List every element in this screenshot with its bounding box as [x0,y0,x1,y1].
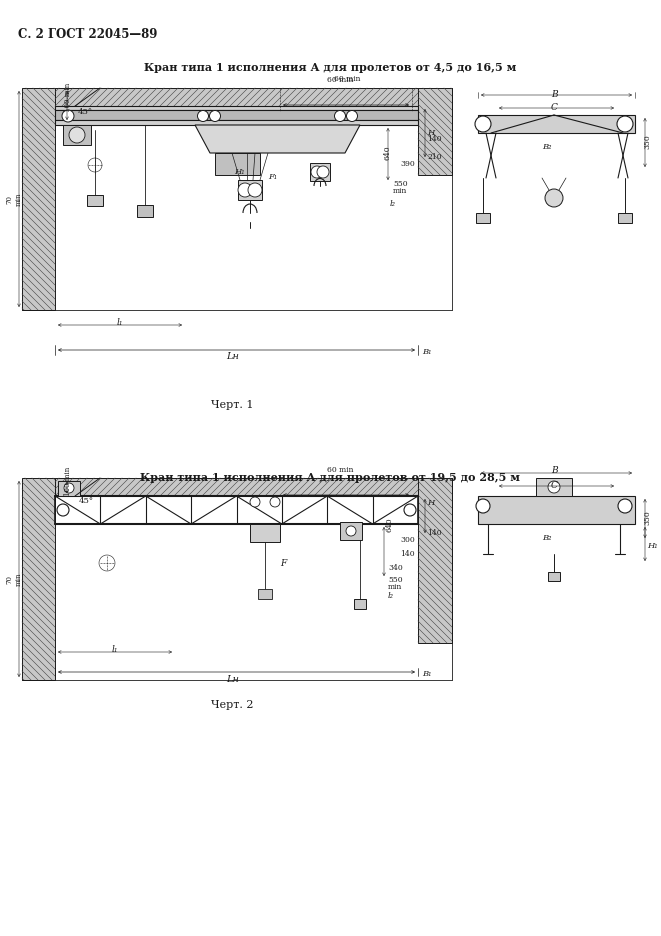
Text: 640: 640 [383,146,391,160]
Text: 140: 140 [400,550,414,558]
Bar [478,496,635,524]
Text: l₁: l₁ [117,318,123,327]
Text: 100 min: 100 min [64,82,72,111]
Circle shape [64,483,74,493]
Text: F: F [280,559,286,568]
Text: H: H [427,499,434,507]
Text: B₁: B₁ [422,670,432,678]
Text: 300: 300 [400,536,414,544]
Text: 550: 550 [388,576,403,584]
Bar [354,599,366,609]
Text: 140: 140 [427,135,442,143]
Text: 45°: 45° [79,497,94,505]
Text: Lн: Lн [226,352,239,361]
Text: 70
min: 70 min [5,572,22,586]
Text: Кран типа 1 исполнения А для пролетов от 4,5 до 16,5 м: Кран типа 1 исполнения А для пролетов от… [144,62,516,73]
Text: 70
min: 70 min [5,192,22,206]
Bar [215,153,260,175]
Text: H: H [427,129,434,137]
Text: Lн: Lн [226,675,239,684]
Text: C: C [551,103,557,112]
Circle shape [69,127,85,143]
Circle shape [311,166,323,178]
Circle shape [476,499,490,513]
Circle shape [346,110,358,122]
Bar [63,125,91,145]
Circle shape [238,183,252,197]
Text: 60 min: 60 min [327,466,353,474]
Bar [22,478,55,680]
Text: 340: 340 [388,564,403,572]
Bar [137,205,153,217]
Bar [250,524,280,542]
Text: 100 min: 100 min [64,466,72,496]
Bar [340,522,362,540]
Circle shape [548,481,560,493]
Bar [476,213,490,223]
Text: 550: 550 [393,180,408,188]
Text: 45°: 45° [78,108,93,116]
Circle shape [270,497,280,507]
Text: 350: 350 [643,511,651,525]
Circle shape [248,183,262,197]
Text: min: min [393,187,407,195]
Bar [238,180,262,200]
Bar [58,481,80,496]
Bar [548,572,560,581]
Text: B₂: B₂ [542,143,551,151]
Circle shape [198,110,208,122]
Bar [55,478,418,496]
Circle shape [404,504,416,516]
Text: l₂: l₂ [388,592,394,600]
Text: Кран типа 1 исполнения А для пролетов от 19,5 до 28,5 м: Кран типа 1 исполнения А для пролетов от… [140,472,520,483]
Bar [55,110,418,120]
Text: Черт. 1: Черт. 1 [211,400,253,410]
Bar [418,88,452,175]
Circle shape [346,526,356,536]
Circle shape [545,189,563,207]
Circle shape [250,497,260,507]
Circle shape [62,110,74,122]
Text: C: C [551,481,557,490]
Text: min: min [388,583,403,591]
Text: 60 min: 60 min [334,75,360,83]
Circle shape [210,110,221,122]
Text: 350: 350 [643,135,651,150]
Text: 60 min: 60 min [327,76,353,84]
Text: 210: 210 [427,153,442,161]
Bar [55,88,418,106]
Bar [536,478,572,496]
Text: H₁: H₁ [234,168,245,176]
Text: B: B [551,90,557,99]
Text: 390: 390 [400,160,414,168]
Bar [55,106,418,110]
Bar [310,163,330,181]
Polygon shape [195,125,360,153]
Bar [22,88,55,310]
Circle shape [618,499,632,513]
Text: B: B [551,466,557,475]
Bar [55,120,418,125]
Text: H₁: H₁ [647,542,658,550]
Text: l₂: l₂ [390,200,396,208]
Circle shape [334,110,346,122]
Text: F₁: F₁ [268,173,277,181]
Bar [87,195,103,206]
Circle shape [317,166,329,178]
Text: 140: 140 [427,529,442,537]
Bar [618,213,632,223]
Text: 640: 640 [386,518,394,532]
Text: B₂: B₂ [542,534,551,542]
Text: l₁: l₁ [112,645,118,654]
Bar [478,115,635,133]
Text: Черт. 2: Черт. 2 [211,700,253,710]
Bar [258,589,272,599]
Circle shape [57,504,69,516]
Circle shape [475,116,491,132]
Circle shape [617,116,633,132]
Text: С. 2 ГОСТ 22045—89: С. 2 ГОСТ 22045—89 [18,28,157,41]
Bar [418,478,452,643]
Text: B₁: B₁ [422,348,432,356]
